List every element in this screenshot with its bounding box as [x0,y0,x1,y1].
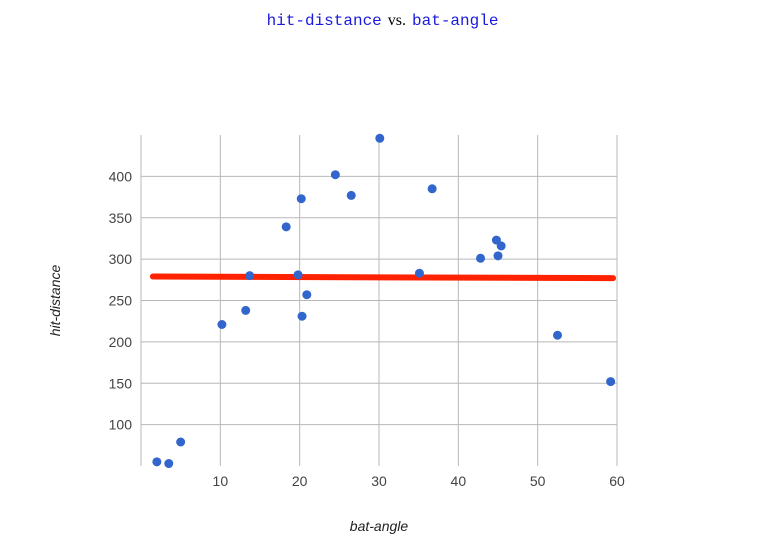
y-tick-label: 400 [109,168,133,184]
tick-labels: 10 20 30 40 50 60 100 150 200 250 300 350 400 [109,168,625,489]
data-point [296,194,306,204]
y-tick-label: 150 [109,375,133,391]
data-point [293,270,303,280]
data-point [606,377,616,387]
x-tick-label: 60 [609,473,625,489]
data-point [217,319,227,329]
data-point [496,241,506,251]
data-points [152,133,616,469]
data-point [346,190,356,200]
x-tick-label: 40 [451,473,467,489]
x-tick-label: 20 [292,473,308,489]
x-tick-label: 30 [371,473,387,489]
data-point [476,253,486,263]
data-point [553,330,562,340]
x-tick-label: 50 [530,473,546,489]
data-point [281,222,291,232]
data-point [302,290,312,300]
y-tick-label: 350 [109,210,133,226]
data-point [330,170,340,180]
y-tick-label: 250 [109,293,133,309]
data-point [493,251,503,261]
x-axis-title: bat-angle [350,518,409,534]
data-point [375,133,385,143]
title-vs: vs. [387,12,407,29]
data-point [241,305,251,315]
y-tick-label: 200 [109,334,133,350]
y-tick-label: 300 [109,251,133,267]
data-point [245,271,255,281]
trendline [149,273,617,282]
x-tick-label: 10 [213,473,229,489]
data-point [297,311,307,321]
chart-title: hit-distance vs. bat-angle [0,12,765,30]
data-point [414,268,424,278]
y-tick-label: 100 [109,417,133,433]
data-point [164,459,174,469]
grid-lines [140,135,618,466]
data-point [427,184,437,194]
title-x-variable: bat-angle [412,12,499,30]
data-point [152,457,162,467]
title-y-variable: hit-distance [266,12,382,30]
data-point [176,437,186,447]
y-axis-title: hit-distance [47,264,63,336]
trendline-group [149,273,617,282]
